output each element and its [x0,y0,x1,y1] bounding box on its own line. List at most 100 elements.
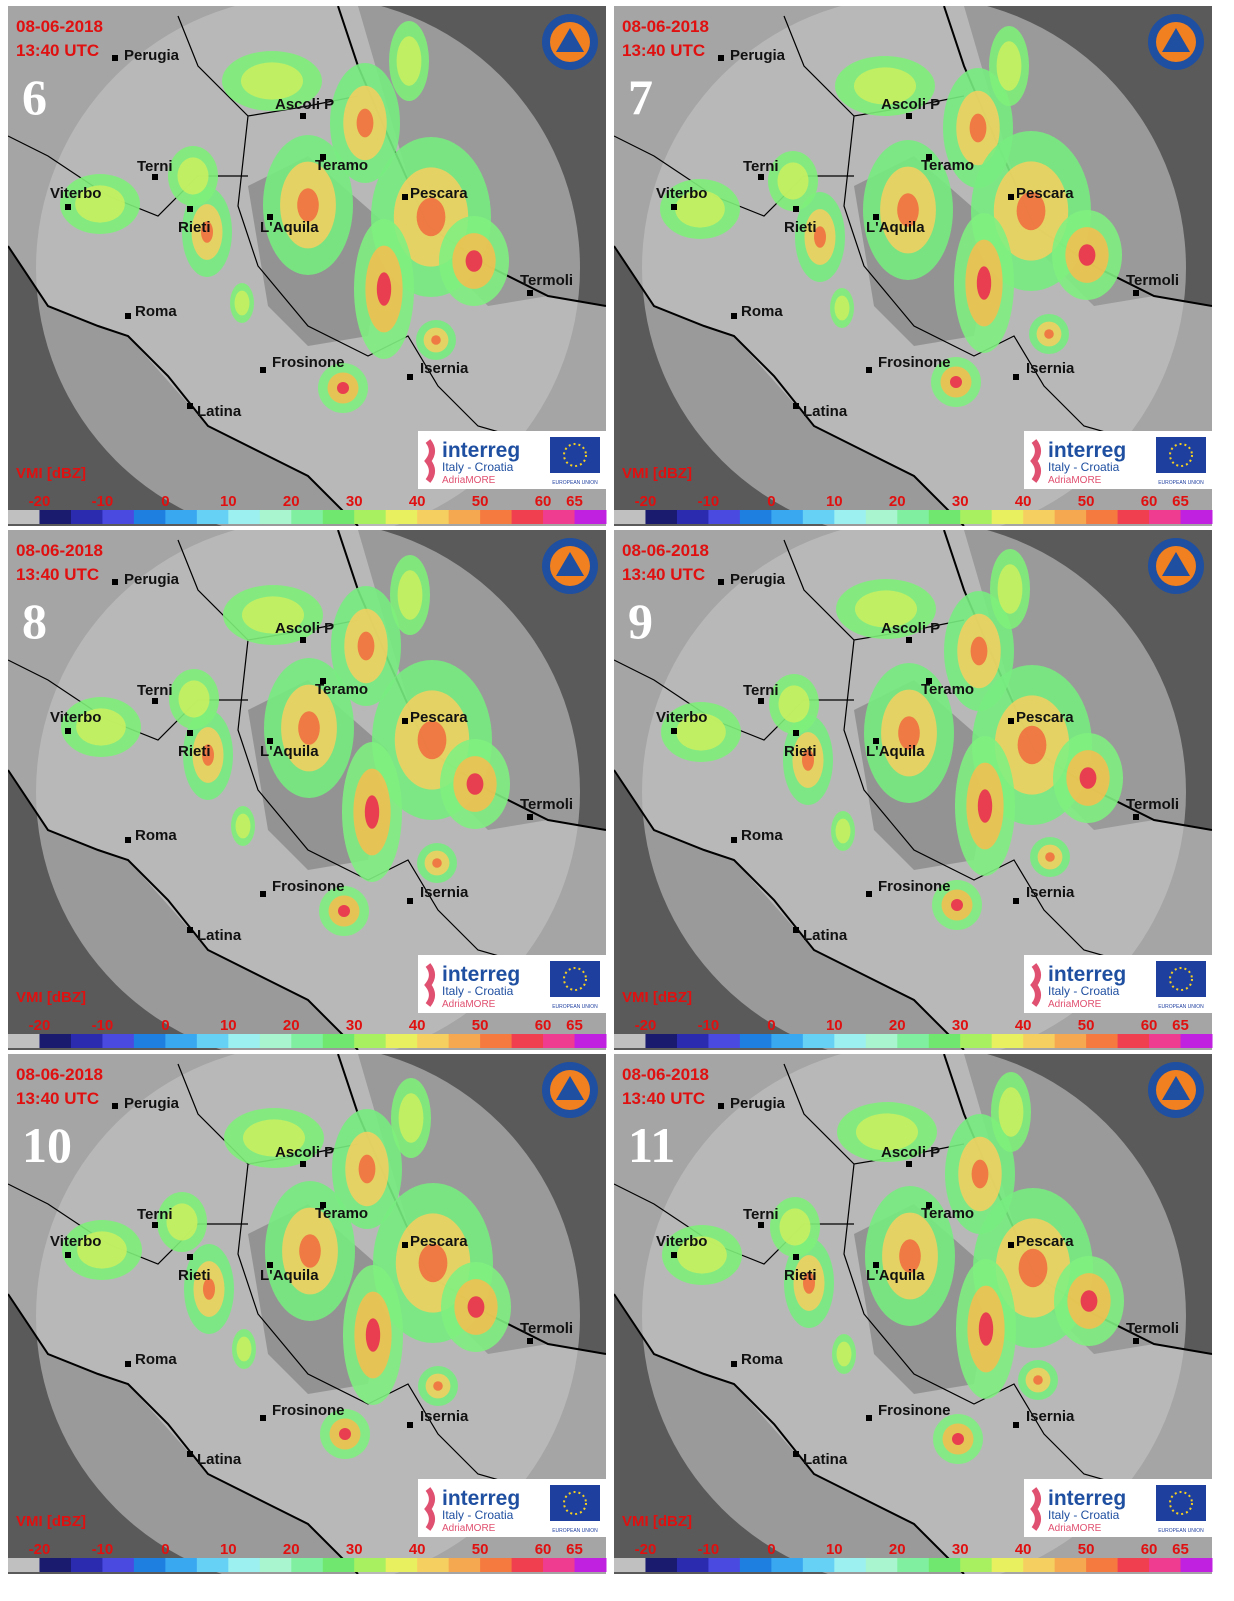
colorbar-tick-label: 60 [1141,1017,1158,1034]
rain-echo [1081,1290,1098,1312]
city-label: Termoli [520,796,573,813]
colorbar-segment [260,510,292,524]
colorbar-segment [1023,510,1055,524]
logo-mark [428,1489,432,1529]
colorbar-segment [929,1558,961,1572]
time-stamp: 13:40 UTC [16,41,99,60]
city-label: Latina [803,1451,848,1468]
colorbar-tick-label: 50 [1078,1017,1095,1034]
rain-echo [1019,1249,1048,1287]
colorbar-segment [386,1558,418,1572]
rain-echo [1044,329,1054,339]
colorbar-title: VMI [dBZ] [16,1513,86,1530]
colorbar-segment [1118,510,1150,524]
logo-mark [1034,441,1038,481]
colorbar-segment [134,1034,166,1048]
colorbar-tick-label: 30 [346,493,363,510]
rain-echo [241,62,303,99]
colorbar-tick-label: 0 [161,1541,169,1558]
city-marker [1013,374,1019,380]
logo-program: Italy - Croatia [442,1508,514,1522]
logo-brand: interreg [1048,439,1126,462]
logo-eu: EUROPEAN UNION [552,1004,598,1010]
rain-echo [970,114,987,143]
logo-program: Italy - Croatia [442,460,514,474]
colorbar-segment [197,510,229,524]
colorbar-tick-label: 0 [161,493,169,510]
rain-echo [999,1087,1024,1137]
city-marker [112,55,118,61]
city-marker [187,206,193,212]
rain-echo [298,711,320,745]
city-label: Rieti [178,1267,211,1284]
city-marker [527,1338,533,1344]
colorbar-segment [1086,1558,1118,1572]
city-label: Termoli [520,272,573,289]
colorbar-tick-label: 60 [1141,493,1158,510]
city-label: Viterbo [50,185,101,202]
colorbar-segment [323,1034,355,1048]
time-stamp: 13:40 UTC [622,41,705,60]
colorbar-segment [512,1034,544,1048]
time-stamp: 13:40 UTC [16,565,99,584]
colorbar-segment [992,1558,1024,1572]
colorbar-segment [1118,1034,1150,1048]
colorbar-segment [512,510,544,524]
city-marker [1008,1242,1014,1248]
colorbar-tick-label: 0 [767,493,775,510]
rain-echo [377,272,391,306]
colorbar-segment [771,510,803,524]
colorbar-tick-label: 0 [767,1541,775,1558]
city-marker [793,1451,799,1457]
rain-echo [339,1428,351,1440]
colorbar-title: VMI [dBZ] [622,1513,692,1530]
radar-panel-grid: PerugiaAscoli PTerniTeramoViterboPescara… [0,0,1234,1601]
colorbar-tick-label: -20 [635,1017,657,1034]
colorbar-segment [992,1034,1024,1048]
colorbar-segment [417,510,449,524]
colorbar-tick-label: 40 [1015,493,1032,510]
colorbar-segment [480,510,512,524]
rain-echo [432,858,442,868]
colorbar-segment [260,1558,292,1572]
city-label: Pescara [410,709,468,726]
rain-echo [779,685,810,722]
interreg-logo: interregItaly - CroatiaAdriaMOREEUROPEAN… [418,955,606,1013]
colorbar-title: VMI [dBZ] [16,465,86,482]
city-label: Frosinone [878,354,951,371]
colorbar-segment [8,1034,40,1048]
colorbar-segment [1149,510,1181,524]
date-stamp: 08-06-2018 [622,17,709,36]
city-marker [866,1415,872,1421]
rain-echo [358,632,375,661]
colorbar-segment [102,510,134,524]
colorbar-segment [1086,1034,1118,1048]
colorbar-tick-label: -10 [698,493,720,510]
rain-echo [236,814,251,839]
colorbar-tick-label: 60 [535,1017,552,1034]
city-label: Terni [743,1206,779,1223]
city-marker [671,1252,677,1258]
city-label: Pescara [410,1233,468,1250]
date-stamp: 08-06-2018 [16,1065,103,1084]
logo-program: Italy - Croatia [1048,460,1120,474]
colorbar-tick-label: 20 [283,493,300,510]
eu-flag [1156,961,1206,997]
city-marker [300,637,306,643]
city-label: Termoli [520,1320,573,1337]
colorbar-segment [323,1558,355,1572]
colorbar-tick-label: 10 [220,493,237,510]
city-marker [187,927,193,933]
colorbar-segment [575,510,607,524]
city-marker [671,204,677,210]
city-label: Rieti [178,219,211,236]
colorbar-tick-label: 65 [1172,1541,1189,1558]
city-label: Ascoli P [881,620,940,637]
city-label: Frosinone [272,1402,345,1419]
colorbar-segment [354,1034,386,1048]
colorbar-title: VMI [dBZ] [16,989,86,1006]
rain-echo [178,157,209,194]
colorbar-tick-label: -20 [29,1017,51,1034]
colorbar-tick-label: 65 [566,493,583,510]
colorbar-segment [866,1034,898,1048]
